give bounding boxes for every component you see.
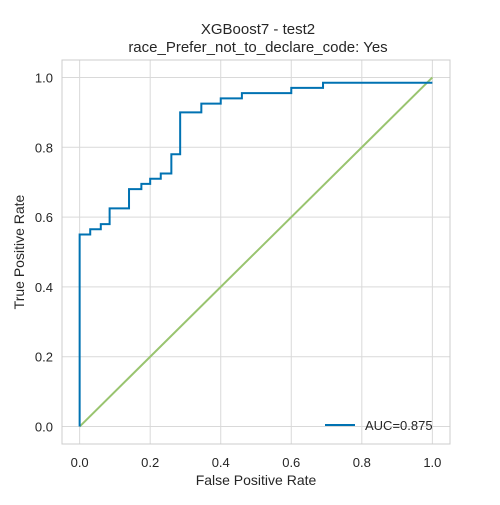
y-tick-label: 1.0 (35, 70, 53, 85)
x-tick-label: 0.8 (353, 455, 371, 470)
y-tick-label: 0.0 (35, 420, 53, 435)
legend: AUC=0.875 (325, 418, 433, 433)
x-tick-label: 0.6 (282, 455, 300, 470)
x-tick-label: 0.2 (141, 455, 159, 470)
x-tick-label: 0.0 (71, 455, 89, 470)
y-tick-label: 0.4 (35, 280, 53, 295)
legend-label-roc: AUC=0.875 (365, 418, 433, 433)
plot-frame (61, 59, 451, 445)
x-tick-label: 1.0 (423, 455, 441, 470)
chart-subtitle: race_Prefer_not_to_declare_code: Yes (128, 39, 387, 56)
grid-lines (62, 60, 450, 444)
roc-curve-line (78, 81, 433, 427)
diagonal-reference-line (78, 76, 434, 428)
tick-labels: 0.0 0.2 0.4 0.6 0.8 1.0 0.0 0.2 0.4 0.6 0.8 1.0 (35, 70, 441, 470)
y-axis-label: True Positive Rate (11, 194, 27, 309)
series-lines (78, 76, 434, 428)
y-tick-label: 0.8 (35, 140, 53, 155)
chart-title: XGBoost7 - test2 (201, 21, 315, 38)
x-axis-label: False Positive Rate (196, 472, 317, 488)
y-tick-label: 0.6 (35, 210, 53, 225)
x-tick-label: 0.4 (212, 455, 230, 470)
y-tick-label: 0.2 (35, 350, 53, 365)
